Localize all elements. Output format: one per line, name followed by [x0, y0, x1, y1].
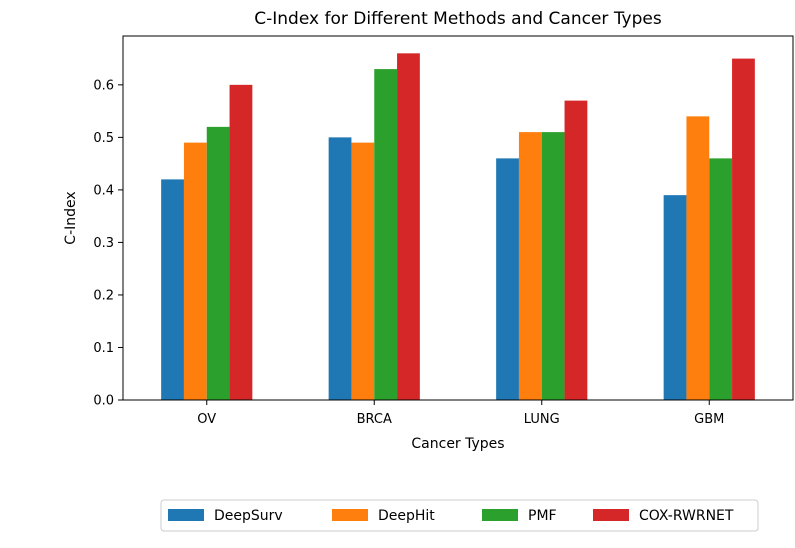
y-tick-label: 0.0 [93, 394, 114, 409]
y-tick-label: 0.1 [93, 341, 114, 356]
plot-frame [122, 35, 794, 401]
legend-frame [160, 499, 759, 532]
chart-title: C-Index for Different Methods and Cancer… [254, 9, 662, 29]
bar-deepsurv-gbm [663, 195, 687, 400]
x-tick-label: GBM [694, 412, 724, 427]
y-tick-label: 0.5 [93, 131, 114, 146]
bar-pmf-brca [374, 69, 398, 400]
bar-pmf-gbm [709, 158, 733, 400]
bar-deephit-lung [518, 132, 542, 400]
y-axis-ticks: 0.0 0.1 0.2 0.3 0.4 0.5 0.6 [93, 78, 123, 409]
y-tick-label: 0.2 [93, 288, 114, 303]
legend-label-pmf: PMF [528, 508, 557, 524]
x-tick-label: BRCA [357, 412, 392, 427]
bars [161, 53, 755, 401]
legend-swatch-deephit [332, 509, 368, 521]
y-tick-label: 0.3 [93, 236, 114, 251]
y-tick-label: 0.6 [93, 78, 114, 93]
bar-cox-rwrnet-ov [229, 84, 253, 400]
bar-deepsurv-ov [161, 179, 184, 400]
y-axis-label: C-Index [63, 191, 79, 244]
legend-label-deepsurv: DeepSurv [214, 508, 283, 524]
legend-label-cox-rwrnet: COX-RWRNET [639, 508, 734, 524]
legend-label-deephit: DeepHit [378, 508, 435, 524]
legend-swatch-deepsurv [168, 509, 204, 521]
bar-pmf-ov [206, 126, 230, 401]
bar-deephit-ov [183, 142, 207, 400]
bar-deephit-brca [351, 142, 375, 400]
bar-cox-rwrnet-lung [564, 100, 588, 401]
bar-deepsurv-brca [328, 137, 352, 400]
legend: DeepSurv DeepHit PMF COX-RWRNET [160, 499, 759, 532]
bar-deephit-gbm [686, 116, 710, 401]
x-axis-label: Cancer Types [411, 436, 504, 452]
legend-swatch-pmf [482, 509, 518, 521]
bar-cox-rwrnet-brca [397, 53, 420, 400]
x-tick-label: LUNG [524, 412, 560, 427]
bar-pmf-lung [541, 132, 565, 400]
x-tick-label: OV [197, 412, 216, 427]
x-axis-ticks: OV BRCA LUNG GBM [197, 400, 724, 427]
bar-cox-rwrnet-gbm [732, 58, 755, 401]
bar-deepsurv-lung [496, 158, 519, 400]
legend-swatch-cox-rwrnet [593, 509, 629, 521]
y-tick-label: 0.4 [93, 183, 114, 198]
